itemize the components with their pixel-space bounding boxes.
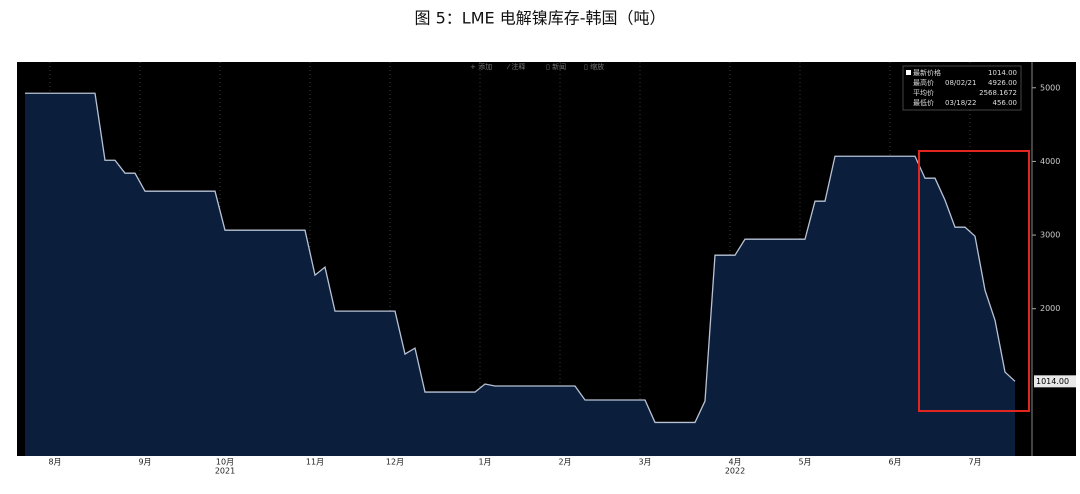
legend-swatch	[906, 70, 911, 75]
x-tick-label: 5月	[798, 458, 811, 467]
legend-name: 最新价格	[913, 68, 941, 77]
legend-value: 1014.00	[988, 69, 1017, 77]
x-tick-label: 7月	[968, 458, 981, 467]
legend-box	[902, 65, 1022, 111]
legend-date: 08/02/21	[945, 79, 976, 87]
last-value-tag	[1034, 375, 1076, 388]
last-value-label: 1014.00	[1036, 377, 1069, 386]
legend-date: 03/18/22	[945, 99, 976, 107]
y-tick-label: 4000	[1040, 157, 1060, 166]
x-tick-label: 3月	[638, 458, 651, 467]
toolbar-item[interactable]: ⁄ 注释	[506, 62, 525, 71]
x-tick-label: 4月	[728, 458, 741, 467]
legend-value: 456.00	[993, 99, 1018, 107]
legend-value: 4926.00	[988, 79, 1017, 87]
x-tick-label: 12月	[386, 458, 404, 467]
x-tick-label: 1月	[478, 458, 491, 467]
axis-background	[1032, 62, 1076, 456]
x-tick-label: 2月	[558, 458, 571, 467]
legend-value: 2568.1672	[979, 89, 1017, 97]
toolbar-item[interactable]: ▯ 新闻	[546, 62, 566, 71]
chart-title: 图 5：LME 电解镍库存-韩国（吨）	[415, 9, 666, 28]
highlight-box	[918, 150, 1030, 412]
x-tick-label: 11月	[306, 458, 324, 467]
x-tick-label: 9月	[138, 458, 151, 467]
line	[25, 92, 1016, 424]
x-tick-label: 10月	[216, 458, 234, 467]
toolbar-item[interactable]: + 添加	[470, 62, 492, 71]
legend-name: 最低价	[913, 98, 934, 107]
x-year-label: 2021	[215, 467, 235, 476]
y-tick-label: 5000	[1040, 83, 1060, 92]
y-tick-label: 2000	[1040, 304, 1060, 313]
toolbar-item[interactable]: ▯ 缩放	[584, 62, 604, 71]
x-tick-label: 6月	[888, 458, 901, 467]
legend-name: 最高价	[913, 78, 934, 87]
y-tick-label: 3000	[1040, 231, 1060, 240]
area	[25, 93, 1015, 457]
x-year-label: 2022	[725, 467, 745, 476]
x-tick-label: 8月	[48, 458, 61, 467]
legend-name: 平均价	[913, 88, 934, 97]
